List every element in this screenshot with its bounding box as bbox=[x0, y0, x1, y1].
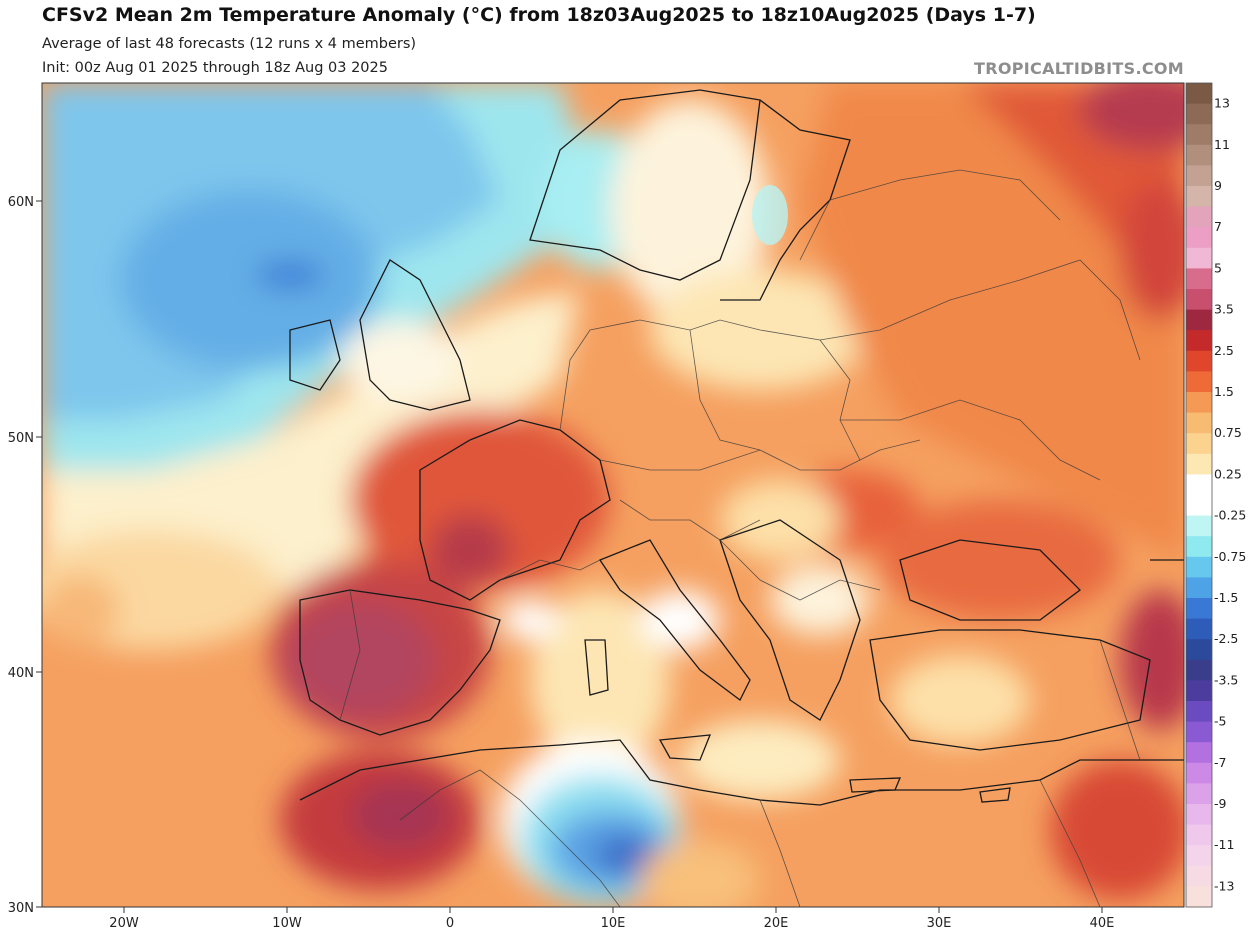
colorbar-swatch bbox=[1186, 124, 1212, 146]
colorbar-swatch bbox=[1186, 845, 1212, 867]
colorbar-label: 9 bbox=[1214, 178, 1222, 193]
colorbar-swatch bbox=[1186, 783, 1212, 805]
colorbar-swatch bbox=[1186, 886, 1212, 908]
x-tick-label: 10W bbox=[272, 916, 302, 931]
coastlines bbox=[289, 89, 1184, 806]
colorbar-swatch bbox=[1186, 515, 1212, 537]
colorbar-legend bbox=[1185, 82, 1213, 908]
colorbar-swatch bbox=[1186, 804, 1212, 826]
colorbar-label: -7 bbox=[1214, 755, 1226, 770]
colorbar-label: -5 bbox=[1214, 714, 1226, 729]
colorbar-label: 0.75 bbox=[1214, 425, 1242, 440]
chart-subtitle: Average of last 48 forecasts (12 runs x … bbox=[42, 36, 417, 52]
colorbar-label: -2.5 bbox=[1214, 631, 1238, 646]
colorbar-swatch bbox=[1186, 721, 1212, 743]
colorbar-label: -3.5 bbox=[1214, 672, 1238, 687]
colorbar-swatch bbox=[1186, 289, 1212, 311]
y-tick-label: 30N bbox=[8, 901, 34, 916]
colorbar-swatch bbox=[1186, 371, 1212, 393]
x-tick-label: 20E bbox=[764, 916, 789, 931]
colorbar-swatch bbox=[1186, 639, 1212, 661]
init-info: Init: 00z Aug 01 2025 through 18z Aug 03… bbox=[42, 60, 388, 76]
y-tick-labels: 60N 50N 40N 30N bbox=[8, 195, 34, 916]
colorbar-label: 0.25 bbox=[1214, 466, 1242, 481]
colorbar-label: -13 bbox=[1214, 878, 1234, 893]
colorbar-swatch bbox=[1186, 680, 1212, 702]
colorbar-label: 5 bbox=[1214, 260, 1222, 275]
colorbar-swatch bbox=[1186, 701, 1212, 723]
colorbar-swatch bbox=[1186, 865, 1212, 887]
colorbar-swatch bbox=[1186, 536, 1212, 558]
colorbar-label: 11 bbox=[1214, 137, 1230, 152]
colorbar-swatch bbox=[1186, 824, 1212, 846]
colorbar-swatch bbox=[1186, 742, 1212, 764]
colorbar-swatch bbox=[1186, 433, 1212, 455]
colorbar-swatch bbox=[1186, 762, 1212, 784]
colorbar-swatch bbox=[1186, 474, 1212, 496]
colorbar-label: 1.5 bbox=[1214, 384, 1234, 399]
colorbar-swatch bbox=[1186, 165, 1212, 187]
colorbar-label: 3.5 bbox=[1214, 302, 1234, 317]
colorbar-swatch bbox=[1186, 309, 1212, 331]
x-tick-label: 30E bbox=[927, 916, 952, 931]
y-tick-label: 50N bbox=[8, 431, 34, 446]
colorbar-swatch bbox=[1186, 186, 1212, 208]
colorbar-swatch bbox=[1186, 495, 1212, 517]
x-tick-label: 40E bbox=[1090, 916, 1115, 931]
colorbar-label: -0.75 bbox=[1214, 549, 1246, 564]
colorbar-swatch bbox=[1186, 392, 1212, 414]
colorbar-labels: 13 11 9 7 5 3.5 2.5 1.5 0.75 0.25 -0.25 -0.75 -1.5 -2… bbox=[1214, 96, 1246, 894]
x-tick-labels: 20W 10W 0 10E 20E 30E 40E bbox=[109, 916, 1114, 931]
colorbar-swatch bbox=[1186, 103, 1212, 125]
y-axis bbox=[36, 200, 42, 908]
colorbar-label: -9 bbox=[1214, 796, 1227, 811]
colorbar-swatch bbox=[1186, 618, 1212, 640]
x-tick-label: 20W bbox=[109, 916, 139, 931]
colorbar-swatch bbox=[1186, 577, 1212, 599]
colorbar-swatch bbox=[1186, 598, 1212, 620]
colorbar-swatch bbox=[1186, 247, 1212, 269]
brand-watermark: TROPICALTIDBITS.COM bbox=[974, 59, 1184, 78]
colorbar-label: -0.25 bbox=[1214, 508, 1246, 523]
colorbar-swatch bbox=[1186, 350, 1212, 372]
colorbar-swatch bbox=[1186, 268, 1212, 290]
colorbar-swatch bbox=[1186, 412, 1212, 434]
colorbar-swatch bbox=[1186, 144, 1212, 166]
anomaly-field bbox=[42, 83, 1184, 907]
colorbar-swatch bbox=[1186, 556, 1212, 578]
x-tick-label: 0 bbox=[446, 916, 454, 931]
x-axis bbox=[123, 907, 1103, 913]
colorbar-swatch bbox=[1186, 83, 1212, 105]
colorbar-swatch bbox=[1186, 206, 1212, 228]
colorbar-swatch bbox=[1186, 330, 1212, 352]
y-tick-label: 60N bbox=[8, 195, 34, 210]
y-tick-label: 40N bbox=[8, 666, 34, 681]
borders bbox=[339, 169, 1141, 907]
colorbar-swatch bbox=[1186, 659, 1212, 681]
colorbar-label: 7 bbox=[1214, 219, 1222, 234]
colorbar-label: 13 bbox=[1214, 96, 1230, 111]
colorbar-frame bbox=[1185, 82, 1213, 908]
colorbar-label: 2.5 bbox=[1214, 343, 1234, 358]
colorbar-label: -1.5 bbox=[1214, 590, 1238, 605]
colorbar-swatch bbox=[1186, 453, 1212, 475]
colorbar-label: -11 bbox=[1214, 837, 1234, 852]
chart-title: CFSv2 Mean 2m Temperature Anomaly (°C) f… bbox=[42, 4, 1036, 26]
x-tick-label: 10E bbox=[601, 916, 626, 931]
colorbar-swatch bbox=[1186, 227, 1212, 249]
